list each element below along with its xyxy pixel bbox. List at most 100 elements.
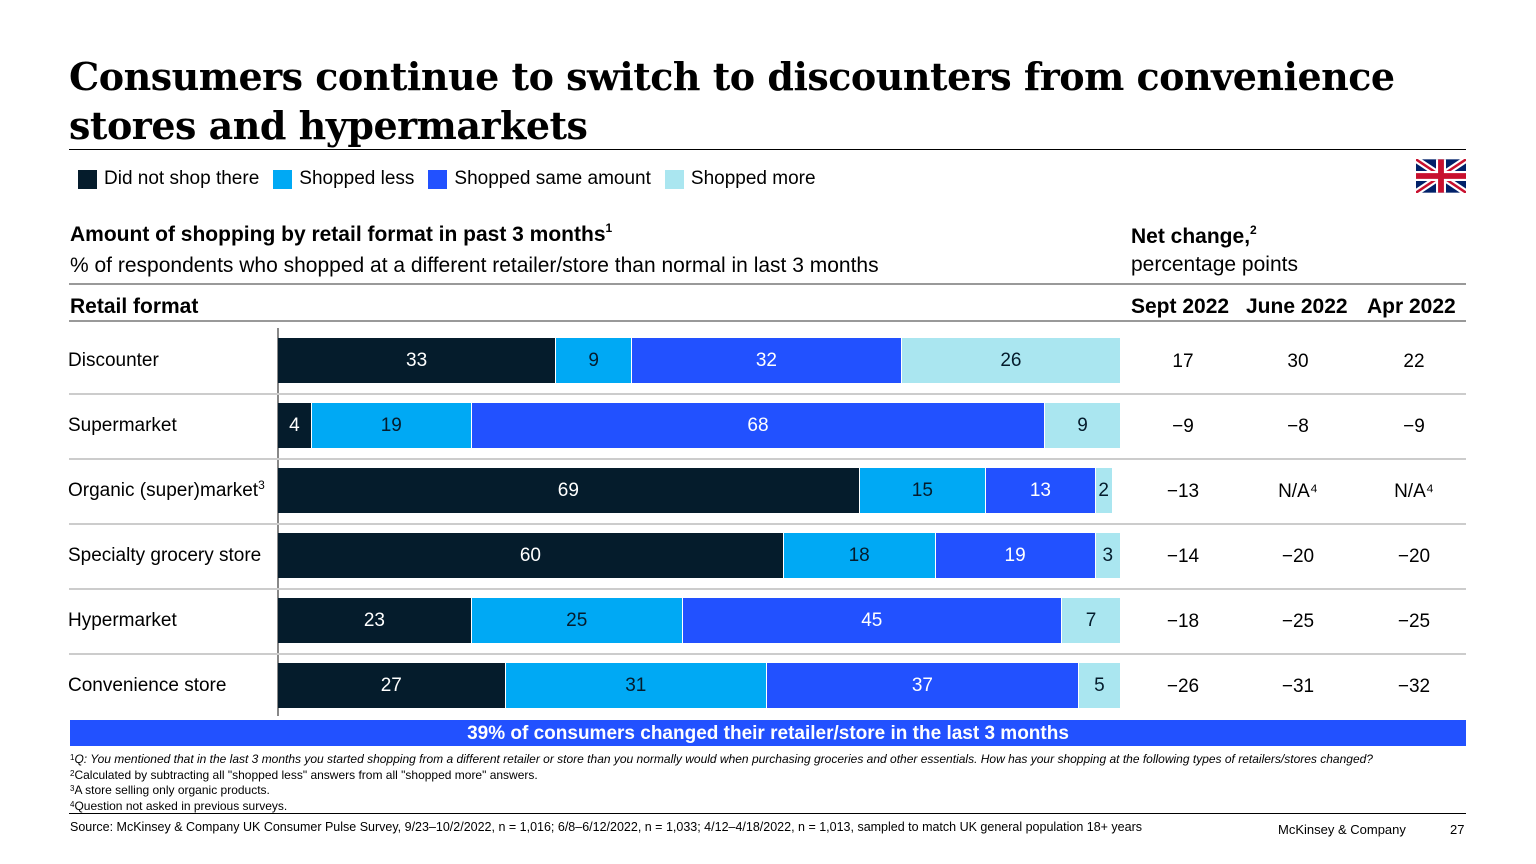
category-name: Discounter (68, 350, 159, 371)
bar-value-label: 32 (755, 349, 777, 371)
chart-title: Amount of shopping by retail format in p… (70, 221, 613, 246)
bar-value-label: 15 (911, 479, 933, 501)
bar-segment: 68 (471, 403, 1046, 448)
net-change-value: N/A⁴ (1278, 481, 1318, 502)
category-label: Hypermarket (68, 610, 177, 632)
footnote-mark: 2 (70, 768, 75, 778)
bar-value-label: 7 (1085, 609, 1097, 631)
category-label: Convenience store (68, 675, 226, 697)
bar-segment: 19 (935, 533, 1096, 578)
footnote: 4Question not asked in previous surveys. (70, 799, 287, 814)
net-change-title: Net change,2 (1131, 223, 1257, 248)
category-name: Supermarket (68, 415, 177, 436)
column-header-divider (69, 320, 1466, 322)
bar-segment: 37 (766, 663, 1079, 708)
net-change-value: −26 (1166, 676, 1200, 697)
bar-segment: 25 (471, 598, 683, 643)
bar-segment: 26 (901, 338, 1121, 383)
footnote: 2Calculated by subtracting all "shopped … (70, 768, 538, 783)
net-change-value: −32 (1397, 676, 1431, 697)
legend-swatch (664, 169, 684, 189)
bar-value-label: 60 (519, 544, 541, 566)
category-name: Organic (super)market (68, 480, 259, 501)
bar-value-label: 18 (848, 544, 870, 566)
bar-segment: 7 (1061, 598, 1121, 643)
bar-segment: 19 (311, 403, 472, 448)
header-divider (69, 283, 1466, 285)
net-change-value: 17 (1172, 351, 1194, 372)
bar-segment: 45 (682, 598, 1062, 643)
bar-segment: 69 (278, 468, 860, 513)
net-change-value: −20 (1281, 546, 1315, 567)
net-change-value: −31 (1281, 676, 1315, 697)
category-label: Supermarket (68, 415, 177, 437)
net-change-column-header: June 2022 (1246, 295, 1348, 318)
footnote-mark: 3 (70, 784, 75, 793)
bar-segment: 9 (556, 338, 633, 383)
legend-item: Did not shop there (78, 168, 259, 190)
net-change-value: 30 (1287, 351, 1309, 372)
footnote-text: Calculated by subtracting all "shopped l… (74, 767, 538, 782)
net-change-value: −13 (1166, 481, 1200, 502)
legend-swatch (78, 169, 97, 189)
net-change-value: −25 (1397, 611, 1431, 632)
bar-segment: 3 (1095, 533, 1121, 578)
legend-swatch (428, 169, 448, 189)
legend-label: Shopped same amount (454, 168, 651, 189)
bar-value-label: 5 (1094, 674, 1105, 696)
bar-value-label: 37 (911, 674, 933, 696)
category-header: Retail format (70, 295, 199, 318)
bar-value-label: 68 (747, 414, 769, 436)
category-label: Organic (super)market3 (68, 478, 265, 502)
net-change-value: −25 (1281, 611, 1315, 632)
bar-value-label: 27 (380, 674, 402, 696)
net-change-subtitle: percentage points (1131, 253, 1298, 276)
page-number: 27 (1450, 822, 1465, 837)
bar-segment: 33 (278, 338, 557, 383)
bar-segment: 60 (278, 533, 784, 578)
bar-segment: 27 (278, 663, 506, 708)
footnote-text: Question not asked in previous surveys. (74, 798, 288, 813)
bar-segment: 5 (1078, 663, 1121, 708)
bar-segment: 23 (278, 598, 472, 643)
bar-segment: 18 (783, 533, 936, 578)
footnote-text: Q: You mentioned that in the last 3 mont… (74, 752, 1373, 766)
legend-label: Shopped less (299, 168, 415, 189)
net-change-value: −8 (1287, 416, 1309, 437)
bar-value-label: 4 (289, 414, 300, 436)
footer-divider (69, 813, 1466, 814)
chart-subtitle: % of respondents who shopped at a differ… (70, 254, 879, 277)
net-change-value: 22 (1403, 351, 1425, 372)
legend-label: Did not shop there (104, 168, 260, 189)
net-change-value: −18 (1166, 611, 1200, 632)
legend-item: Shopped same amount (428, 168, 651, 190)
bar-value-label: 19 (380, 414, 402, 436)
category-label: Specialty grocery store (68, 545, 261, 567)
uk-flag-icon (1416, 159, 1466, 193)
bar-segment: 13 (986, 468, 1096, 513)
net-change-value: −20 (1397, 546, 1431, 567)
bar-segment: 2 (1095, 468, 1113, 513)
net-change-value: −9 (1403, 416, 1425, 437)
row-divider (69, 458, 1466, 460)
bar-value-label: 3 (1102, 544, 1114, 566)
net-change-value: −14 (1166, 546, 1200, 567)
bar-value-label: 69 (557, 479, 579, 501)
net-change-value: N/A⁴ (1394, 481, 1434, 502)
legend-swatch (273, 169, 293, 189)
row-divider (69, 653, 1466, 655)
source-note: Source: McKinsey & Company UK Consumer P… (70, 820, 1142, 834)
footnote-mark: 1 (70, 753, 75, 762)
row-divider (69, 393, 1466, 395)
page-title: Consumers continue to switch to discount… (69, 54, 1395, 148)
bar-value-label: 45 (861, 609, 883, 631)
legend-item: Shopped less (273, 168, 414, 190)
legend-label: Shopped more (690, 168, 816, 189)
summary-banner: 39% of consumers changed their retailer/… (70, 720, 1466, 746)
brand-name: McKinsey & Company (1278, 822, 1406, 837)
net-change-column-header: Sept 2022 (1131, 295, 1230, 318)
bar-segment: 32 (632, 338, 902, 383)
footnote: 3A store selling only organic products. (70, 783, 270, 798)
bar-value-label: 25 (566, 609, 588, 631)
bar-value-label: 19 (1004, 544, 1026, 566)
